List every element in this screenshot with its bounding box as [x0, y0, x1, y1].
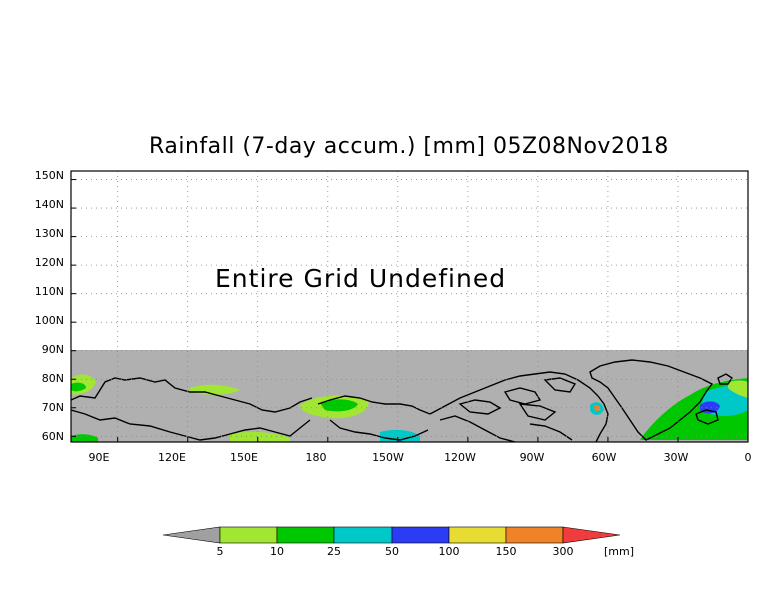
coastline-canada-islands-4	[518, 403, 557, 421]
lon-label-60w: 60W	[591, 451, 617, 464]
coastline-svalbard	[717, 373, 733, 385]
lon-label-150w: 150W	[372, 451, 404, 464]
colorbar-label-10: 10	[270, 545, 284, 558]
lat-label-140n: 140N	[34, 198, 64, 211]
colorbar-swatch-150-300	[505, 526, 564, 544]
map-gridlines	[71, 171, 749, 442]
lat-label-70n: 70N	[41, 401, 64, 414]
coastline-greenland	[589, 359, 714, 441]
colorbar-swatch-5-10	[219, 526, 278, 544]
colorbar-label-150: 150	[495, 545, 517, 558]
rainfall-field	[71, 374, 748, 442]
lat-label-150n: 150N	[34, 169, 64, 182]
coastline-labrador	[595, 395, 609, 443]
colorbar-low-triangle	[162, 526, 221, 544]
lat-label-130n: 130N	[34, 227, 64, 240]
lon-label-0: 0	[744, 451, 752, 464]
colorbar-swatch-100-150	[448, 526, 507, 544]
colorbar-label-5: 5	[216, 545, 224, 558]
colorbar-swatch-10-25	[276, 526, 335, 544]
colorbar-label-100: 100	[438, 545, 460, 558]
undefined-grid-message: Entire Grid Undefined	[215, 264, 507, 293]
colorbar-swatch-25-50	[333, 526, 393, 544]
lon-label-90e: 90E	[88, 451, 110, 464]
undefined-data-region	[71, 350, 748, 442]
lon-label-180: 180	[305, 451, 327, 464]
coastline-hudson	[439, 415, 516, 443]
coastline-canada-islands-1	[458, 399, 502, 415]
lon-label-30w: 30W	[663, 451, 689, 464]
colorbar-high-triangle	[562, 526, 621, 544]
rain-patch-siberia-west-core	[71, 382, 86, 392]
rain-patch-atlantic-rim	[728, 380, 748, 398]
colorbar-swatch-50-100	[391, 526, 450, 544]
coastline-alaska-south	[329, 419, 429, 441]
coastline-iceland	[695, 409, 719, 425]
map-frame	[70, 170, 749, 443]
lon-label-90w: 90W	[519, 451, 545, 464]
rain-patch-bering-core	[320, 399, 358, 412]
lat-label-100n: 100N	[34, 314, 64, 327]
lon-label-120e: 120E	[158, 451, 186, 464]
lat-label-60n: 60N	[41, 430, 64, 443]
coastlines	[70, 359, 733, 443]
coastline-canada-islands-2	[503, 387, 542, 405]
rain-patch-pacific-south	[230, 431, 290, 442]
coastline-canada-islands-3	[543, 377, 577, 393]
map-title: Rainfall (7-day accum.) [mm] 05Z08Nov201…	[149, 134, 669, 159]
colorbar-units: [mm]	[604, 545, 635, 558]
lat-label-110n: 110N	[34, 285, 64, 298]
colorbar	[162, 526, 621, 544]
lon-label-150e: 150E	[230, 451, 258, 464]
lon-label-120w: 120W	[444, 451, 476, 464]
lat-label-90n: 90N	[41, 343, 64, 356]
colorbar-label-25: 25	[327, 545, 341, 558]
lat-label-80n: 80N	[41, 372, 64, 385]
coastline-canada-arctic	[429, 371, 599, 415]
coastline-siberia-south	[70, 409, 311, 441]
colorbar-label-50: 50	[385, 545, 399, 558]
coastline-siberia	[70, 377, 313, 413]
rain-patch-labrador-core	[594, 405, 601, 411]
lat-label-120n: 120N	[34, 256, 64, 269]
colorbar-label-300: 300	[552, 545, 574, 558]
